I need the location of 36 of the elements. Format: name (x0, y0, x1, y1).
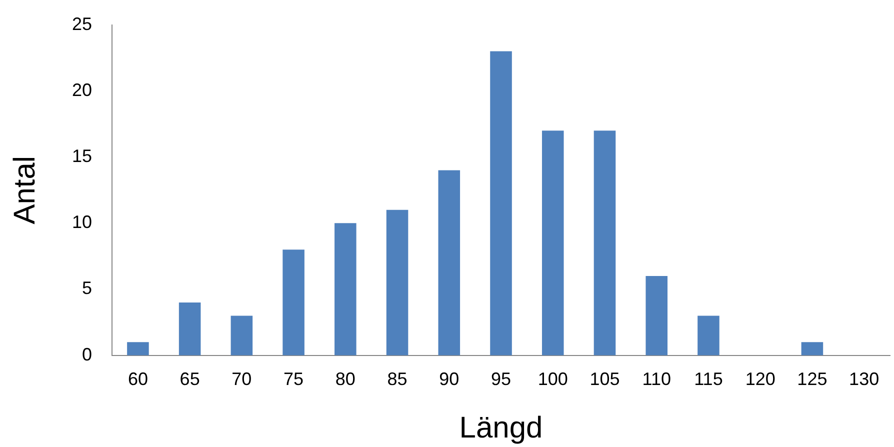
y-tick-label: 20 (72, 80, 92, 100)
x-tick-label: 90 (439, 369, 460, 390)
x-tick-label: 80 (335, 369, 356, 390)
x-tick-label: 95 (490, 369, 512, 390)
bar (178, 302, 201, 356)
x-tick-label: 60 (128, 369, 148, 390)
x-tick-label: 100 (538, 369, 568, 390)
bar (230, 316, 253, 356)
y-tick-label: 0 (82, 344, 92, 364)
x-tick-label: 130 (849, 369, 880, 390)
bar (127, 342, 149, 356)
bar (490, 51, 512, 356)
bar (542, 130, 564, 356)
bar (334, 223, 356, 356)
x-tick-label: 70 (232, 369, 252, 390)
bar (594, 130, 616, 356)
bar (282, 250, 304, 356)
bar (801, 342, 824, 356)
bar (646, 276, 668, 356)
x-tick-label: 115 (694, 369, 723, 390)
x-axis-title: Längd (459, 411, 543, 444)
bar (698, 316, 720, 356)
y-tick-label: 5 (82, 278, 92, 298)
x-tick-label: 85 (387, 369, 408, 390)
bar (386, 210, 408, 356)
y-tick-label: 10 (72, 212, 92, 232)
x-tick-label: 120 (745, 369, 776, 390)
x-tick-label: 75 (284, 369, 304, 390)
y-axis-title: Antal (8, 156, 42, 224)
x-tick-label: 65 (180, 369, 200, 390)
x-tick-label: 110 (642, 369, 671, 390)
bar (438, 170, 460, 356)
x-tick-label: 125 (797, 369, 828, 390)
x-tick-label: 105 (590, 369, 620, 390)
y-tick-label: 25 (72, 14, 92, 34)
y-tick-label: 15 (72, 146, 92, 166)
